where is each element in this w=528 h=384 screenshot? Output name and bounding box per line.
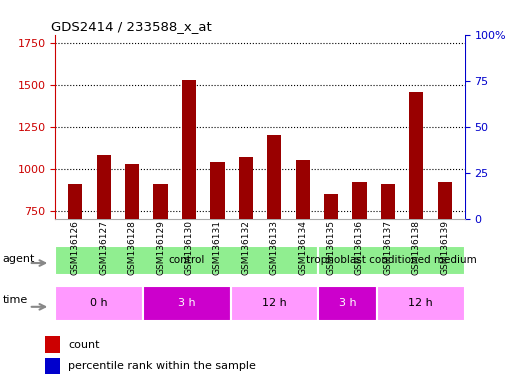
Text: percentile rank within the sample: percentile rank within the sample <box>68 361 256 371</box>
Point <box>128 61 136 67</box>
Bar <box>239 157 253 336</box>
Text: 3 h: 3 h <box>178 298 196 308</box>
Point <box>213 61 222 67</box>
Text: 12 h: 12 h <box>409 298 433 308</box>
Bar <box>318 286 377 321</box>
Point <box>384 65 392 71</box>
Point <box>298 61 307 67</box>
Point <box>270 57 278 63</box>
Point <box>185 46 193 52</box>
Point <box>440 65 449 71</box>
Text: count: count <box>68 340 99 350</box>
Bar <box>438 182 452 336</box>
Bar <box>377 286 465 321</box>
Bar <box>45 358 60 374</box>
Text: GDS2414 / 233588_x_at: GDS2414 / 233588_x_at <box>51 20 212 33</box>
Bar <box>296 160 310 336</box>
Point <box>242 63 250 69</box>
Point <box>156 65 165 71</box>
Text: 0 h: 0 h <box>90 298 108 308</box>
Bar <box>381 184 395 336</box>
Bar <box>352 182 366 336</box>
Bar <box>125 164 139 336</box>
Bar <box>45 336 60 353</box>
Text: 3 h: 3 h <box>339 298 356 308</box>
Point <box>71 65 80 71</box>
Text: time: time <box>3 295 28 305</box>
Bar <box>68 184 82 336</box>
Bar <box>154 184 168 336</box>
Bar <box>143 286 231 321</box>
Point <box>99 59 108 65</box>
Text: control: control <box>169 255 205 265</box>
Bar <box>318 246 465 275</box>
Text: trophoblast conditioned medium: trophoblast conditioned medium <box>306 255 477 265</box>
Bar <box>97 155 111 336</box>
Point <box>327 66 335 73</box>
Bar <box>231 286 318 321</box>
Bar <box>55 246 318 275</box>
Bar <box>267 135 281 336</box>
Point <box>355 65 364 71</box>
Bar <box>55 286 143 321</box>
Bar <box>409 91 423 336</box>
Text: 12 h: 12 h <box>262 298 287 308</box>
Bar <box>182 80 196 336</box>
Bar <box>210 162 224 336</box>
Text: agent: agent <box>3 254 35 264</box>
Bar <box>324 194 338 336</box>
Point <box>412 48 421 54</box>
